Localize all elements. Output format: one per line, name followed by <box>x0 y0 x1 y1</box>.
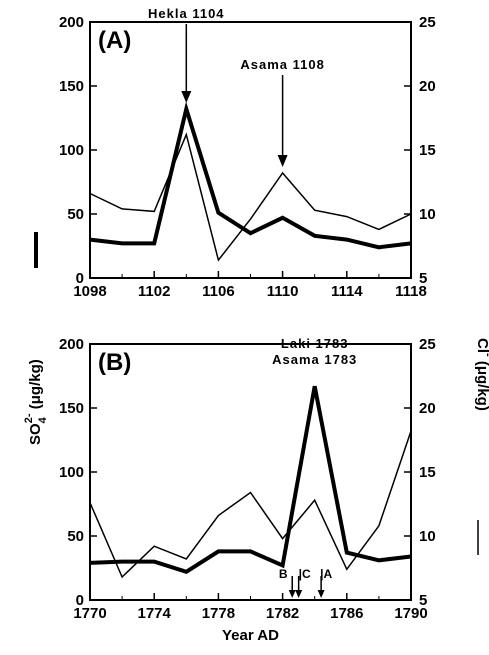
core-marker-label: B <box>279 567 288 581</box>
y-left-tick-label: 50 <box>67 528 84 545</box>
x-tick-label: 1782 <box>266 605 299 622</box>
left-axis-title-prefix: SO <box>27 423 44 445</box>
right-axis-title-text: Cl- (μg/kg) <box>474 338 489 411</box>
y-right-tick-label: 10 <box>419 528 436 545</box>
y-left-tick-label: 150 <box>59 400 84 417</box>
eruption-annotation: Asama 1783 <box>272 352 357 367</box>
x-tick-label: 1106 <box>202 283 235 300</box>
eruption-annotation: Laki 1783 <box>281 336 349 351</box>
y-right-tick-label: 10 <box>419 206 436 223</box>
y-left-tick-label: 100 <box>59 464 84 481</box>
y-right-tick-label: 25 <box>419 14 436 31</box>
y-right-tick-label: 5 <box>419 270 427 287</box>
right-axis-title-prefix: Cl <box>474 338 489 353</box>
y-left-tick-label: 0 <box>76 270 84 287</box>
y-left-tick-label: 200 <box>59 336 84 353</box>
y-right-tick-label: 20 <box>419 400 436 417</box>
y-right-tick-label: 25 <box>419 336 436 353</box>
y-left-tick-label: 0 <box>76 592 84 609</box>
left-axis-title-sub: 4 <box>37 416 49 423</box>
sulfate-series-line <box>89 385 412 574</box>
panel-label: (A) <box>98 27 131 54</box>
annotation-arrow-head <box>277 155 288 168</box>
x-tick-label: 1118 <box>395 283 427 300</box>
x-tick-label: 1774 <box>138 605 172 622</box>
x-tick-label: 1098 <box>73 283 106 300</box>
chloride-series-line <box>89 430 412 579</box>
x-tick-label: 1114 <box>331 283 363 300</box>
y-right-tick-label: 15 <box>419 142 436 159</box>
x-tick-label: 1778 <box>202 605 235 622</box>
y-right-tick-label: 15 <box>419 464 436 481</box>
core-marker-arrow-head <box>288 590 296 598</box>
eruption-annotation: Hekla 1104 <box>148 6 225 21</box>
annotation-arrow-head <box>181 91 192 104</box>
x-axis-title: Year AD <box>222 627 279 644</box>
y-left-tick-label: 150 <box>59 78 84 95</box>
y-left-tick-label: 50 <box>67 206 84 223</box>
panel-label: (B) <box>98 349 131 376</box>
x-tick-label: 1790 <box>394 605 427 622</box>
panel-a: 1098 1102 1106 1110 1114 1118 0 50 100 150 200 5 10 1… <box>59 6 436 300</box>
y-right-tick-label: 20 <box>419 78 436 95</box>
eruption-annotation: Asama 1108 <box>240 57 324 72</box>
left-axis-title-units: (μg/kg) <box>27 359 44 413</box>
panel-b: 1770 1774 1778 1782 1786 1790 0 50 100 150 200 5 10 1… <box>59 336 436 644</box>
chloride-series-line <box>89 132 412 262</box>
core-marker-arrow-head <box>317 590 325 598</box>
right-axis-title: Cl- (μg/kg) <box>474 338 489 555</box>
y-left-tick-label: 200 <box>59 14 84 31</box>
x-tick-label: 1110 <box>267 283 299 300</box>
x-tick-label: 1770 <box>73 605 106 622</box>
core-marker-arrow-head <box>295 590 303 598</box>
x-tick-label: 1102 <box>138 283 171 300</box>
left-axis-title-sup: 2- <box>23 413 35 423</box>
left-axis-title-text: SO42- (μg/kg) <box>23 359 49 445</box>
right-axis-title-sup: - <box>482 353 489 357</box>
sulfate-series-line <box>89 101 412 250</box>
left-axis-title: SO42- (μg/kg) <box>23 232 49 445</box>
y-right-tick-label: 5 <box>419 592 427 609</box>
x-tick-label: 1786 <box>330 605 363 622</box>
right-axis-title-units: (μg/kg) <box>474 357 489 411</box>
y-left-tick-label: 100 <box>59 142 84 159</box>
core-marker-label: |A <box>320 567 332 581</box>
core-marker-label: |C <box>299 567 311 581</box>
